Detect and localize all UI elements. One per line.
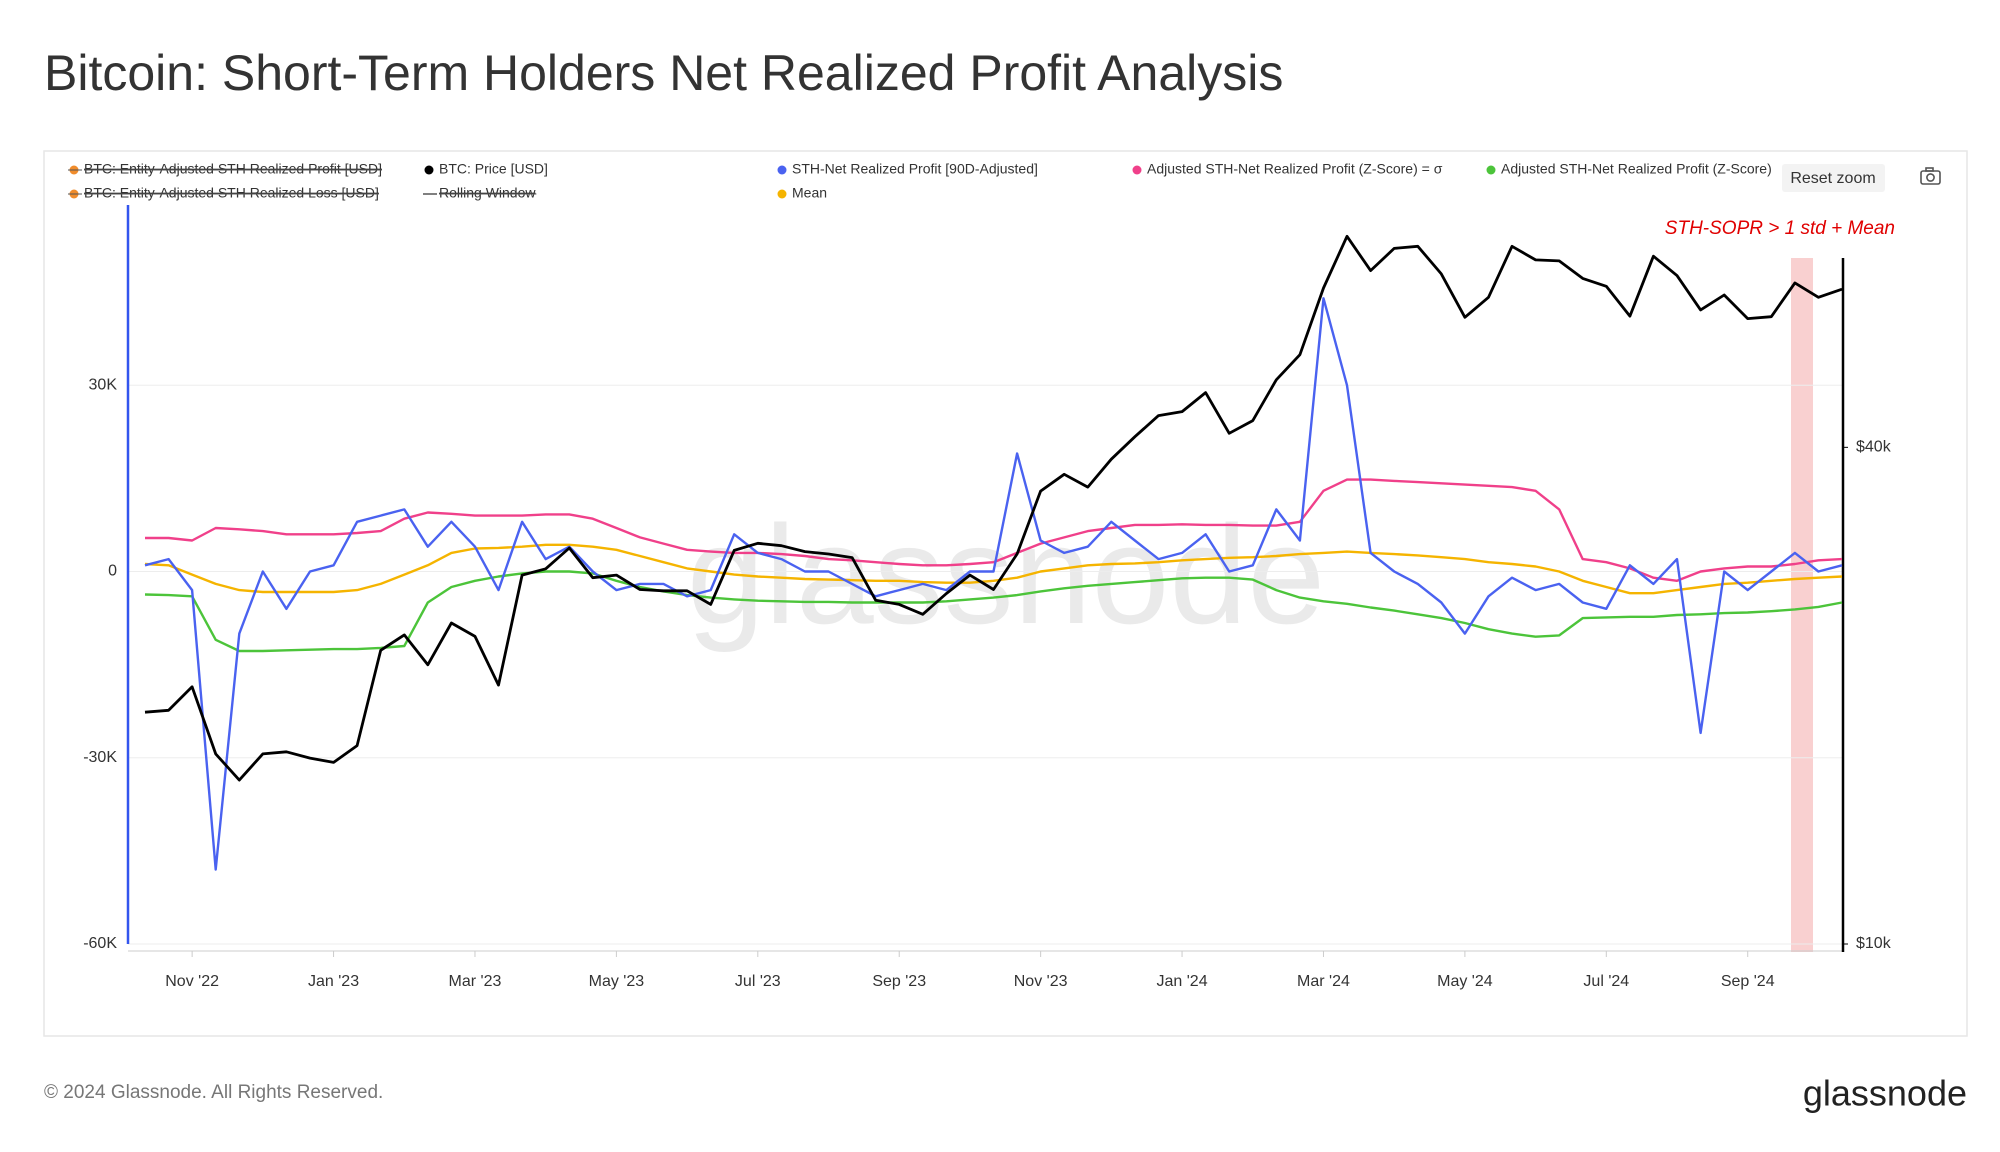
y-tick-label: 30K bbox=[89, 376, 118, 393]
plot: -60K -30K 0 30K $10k $40k Nov '22 Jan '23 Mar '2… bbox=[83, 205, 1892, 990]
reset-zoom-button[interactable] bbox=[1782, 164, 1885, 192]
legend-label-hidden[interactable]: Rolling Window bbox=[439, 185, 536, 201]
x-tick-label: Jul '23 bbox=[735, 973, 781, 990]
watermark: glassnode bbox=[687, 496, 1325, 653]
x-tick-label: May '23 bbox=[589, 973, 645, 990]
y-tick-label: -30K bbox=[83, 749, 117, 766]
y-tick-label: -60K bbox=[83, 935, 117, 952]
camera-icon[interactable] bbox=[1920, 167, 1941, 185]
reset-zoom-label[interactable]: Reset zoom bbox=[1790, 170, 1875, 187]
chart-title: Bitcoin: Short-Term Holders Net Realized… bbox=[44, 45, 1283, 101]
legend-label-hidden[interactable]: BTC: Entity-Adjusted STH Realized Profit… bbox=[84, 161, 382, 177]
highlight-band bbox=[1791, 258, 1813, 952]
series-line bbox=[145, 478, 1843, 582]
legend-marker bbox=[777, 189, 787, 199]
legend-label: Mean bbox=[792, 185, 827, 201]
x-tick-label: Nov '22 bbox=[165, 973, 219, 990]
legend-label: Adjusted STH-Net Realized Profit (Z-Scor… bbox=[1501, 161, 1772, 177]
series-line bbox=[144, 297, 1843, 871]
series-line bbox=[144, 570, 1843, 653]
x-tick-label: Sep '23 bbox=[872, 973, 926, 990]
legend-marker bbox=[424, 165, 434, 175]
legend-label: BTC: Price [USD] bbox=[439, 161, 548, 177]
x-tick-label: Sep '24 bbox=[1721, 973, 1775, 990]
legend-label-hidden[interactable]: BTC: Entity-Adjusted STH Realized Loss [… bbox=[84, 185, 379, 201]
series-line bbox=[144, 543, 1843, 595]
logo: glassnode bbox=[1803, 1073, 1967, 1114]
x-tick-label: May '24 bbox=[1437, 973, 1493, 990]
x-tick-label: Jan '24 bbox=[1157, 973, 1208, 990]
legend-label: STH-Net Realized Profit [90D-Adjusted] bbox=[792, 161, 1038, 177]
y2-tick-label: $40k bbox=[1856, 439, 1892, 456]
annotation: STH-SOPR > 1 std + Mean bbox=[1665, 218, 1895, 239]
y2-tick-label: $10k bbox=[1856, 935, 1892, 952]
legend-marker bbox=[777, 165, 787, 175]
legend-label: Adjusted STH-Net Realized Profit (Z-Scor… bbox=[1147, 161, 1443, 177]
x-tick-label: Nov '23 bbox=[1014, 973, 1068, 990]
footer: © 2024 Glassnode. All Rights Reserved. bbox=[44, 1082, 383, 1103]
series-line bbox=[144, 234, 1843, 782]
legend-marker bbox=[1486, 165, 1496, 175]
legend-marker bbox=[1132, 165, 1142, 175]
x-tick-label: Mar '24 bbox=[1297, 973, 1350, 990]
y-tick-label: 0 bbox=[108, 563, 117, 580]
x-tick-label: Jan '23 bbox=[308, 973, 359, 990]
x-tick-label: Mar '23 bbox=[449, 973, 502, 990]
x-tick-label: Jul '24 bbox=[1583, 973, 1629, 990]
